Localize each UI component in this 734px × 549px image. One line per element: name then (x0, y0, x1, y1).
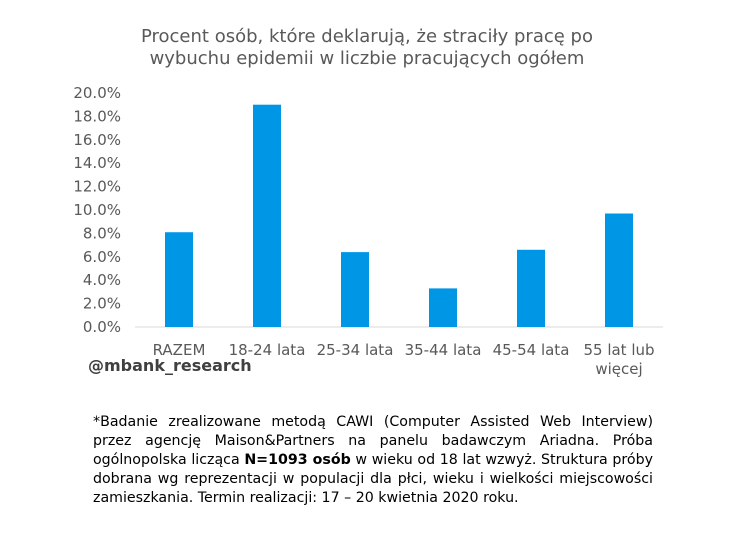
y-tick-label: 12.0% (73, 178, 121, 196)
y-tick-label: 20.0% (73, 84, 121, 102)
bar (341, 252, 369, 327)
chart-title-line-1: Procent osób, które deklarują, że straci… (140, 26, 593, 47)
y-tick-label: 8.0% (83, 224, 121, 242)
y-tick-label: 14.0% (73, 154, 121, 172)
bar (165, 232, 193, 327)
watermark-handle: @mbank_research (88, 356, 252, 375)
bar (605, 213, 633, 327)
y-tick-label: 4.0% (83, 271, 121, 289)
chart-title: Procent osób, które deklarują, że straci… (0, 26, 734, 70)
x-category-label: 18-24 lata (229, 341, 306, 359)
y-tick-label: 18.0% (73, 107, 121, 125)
footnote-text-after: w wieku od 18 lat wzwyż. Struktura próby… (93, 452, 653, 506)
x-category-label: RAZEM (153, 341, 206, 359)
y-tick-label: 2.0% (83, 295, 121, 313)
bar (253, 104, 281, 327)
y-tick-label: 16.0% (73, 131, 121, 149)
x-category-label: 55 lat lub (583, 341, 654, 359)
y-tick-label: 0.0% (83, 318, 121, 336)
bar-chart: 0.0% 2.0% 4.0% 6.0% 8.0% 10.0% 12.0% 14.0% 16.0%… (73, 84, 663, 378)
footnote-text-before: *Badanie zrealizowane metodą CAWI (Compu… (93, 414, 653, 468)
x-category-label: więcej (595, 360, 642, 378)
footnote-sample-size: N=1093 osób (244, 452, 351, 468)
bar (429, 288, 457, 327)
x-category-label: 45-54 lata (493, 341, 570, 359)
y-tick-label: 6.0% (83, 248, 121, 266)
x-category-label: 35-44 lata (405, 341, 482, 359)
chart-title-line-2: wybuchu epidemii w liczbie pracujących o… (149, 48, 585, 69)
footnote: *Badanie zrealizowane metodą CAWI (Compu… (93, 413, 653, 508)
bar (517, 249, 545, 327)
y-tick-label: 10.0% (73, 201, 121, 219)
x-category-label: 25-34 lata (317, 341, 394, 359)
